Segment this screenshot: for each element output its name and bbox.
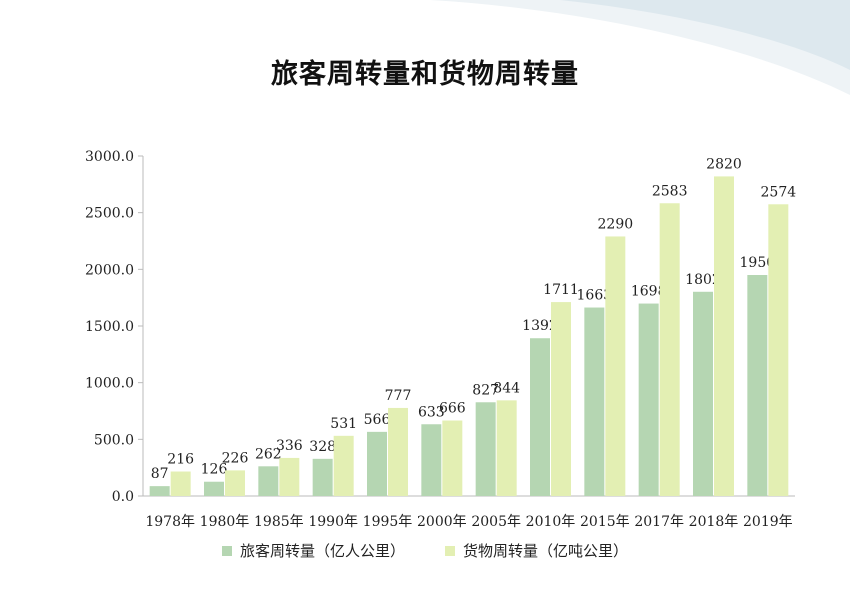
bar-passenger: [693, 291, 713, 496]
legend-item-freight: 货物周转量（亿吨公里）: [445, 540, 628, 561]
y-tick-label: 2000.0: [85, 262, 134, 278]
bar-freight: [659, 203, 680, 496]
x-tick-label: 2005年: [471, 514, 521, 530]
bar-passenger: [149, 486, 170, 496]
data-label-freight: 777: [385, 388, 412, 404]
bar-freight: [225, 470, 245, 496]
bar-passenger: [530, 338, 550, 496]
data-label-passenger: 1392: [522, 318, 558, 334]
x-tick-label: 2019年: [743, 514, 793, 530]
legend-item-passenger: 旅客周转量（亿人公里）: [221, 540, 405, 561]
legend-swatch-freight: [445, 545, 455, 556]
bar-passenger: [475, 402, 496, 496]
x-tick-label: 1985年: [254, 514, 304, 530]
data-label-freight: 666: [439, 401, 466, 417]
data-label-passenger: 633: [418, 404, 445, 420]
data-label-freight: 2574: [761, 184, 797, 200]
bar-passenger: [421, 424, 442, 496]
legend-label-freight: 货物周转量（亿吨公里）: [463, 542, 629, 560]
bar-freight: [170, 471, 191, 496]
data-label-freight: 844: [493, 380, 520, 396]
x-tick-label: 1978年: [145, 514, 195, 530]
x-tick-label: 2010年: [526, 514, 576, 530]
data-label-passenger: 1663: [577, 288, 613, 304]
x-tick-label: 1980年: [200, 514, 250, 530]
data-label-passenger: 126: [201, 462, 228, 478]
data-label-freight: 216: [167, 452, 194, 468]
data-label-passenger: 1802: [685, 272, 721, 288]
data-label-passenger: 328: [309, 439, 336, 455]
data-label-passenger: 87: [151, 466, 169, 482]
x-tick-label: 1995年: [363, 514, 413, 530]
bar-freight: [279, 457, 300, 496]
bar-freight: [605, 236, 626, 496]
y-tick-label: 1500.0: [85, 319, 134, 335]
bar-passenger: [258, 466, 279, 496]
chart-title: 旅客周转量和货物周转量: [271, 59, 579, 90]
x-tick-label: 2015年: [580, 514, 630, 530]
data-label-freight: 226: [222, 450, 249, 466]
bar-passenger: [312, 458, 333, 496]
legend: 旅客周转量（亿人公里） 货物周转量（亿吨公里）: [0, 540, 850, 561]
bar-freight: [768, 204, 789, 496]
data-label-freight: 1711: [543, 282, 579, 298]
y-tick-label: 3000.0: [85, 149, 134, 165]
bar-freight: [496, 400, 517, 496]
x-tick-label: 1990年: [308, 514, 358, 530]
bar-freight: [442, 420, 463, 496]
data-label-freight: 336: [276, 438, 303, 454]
data-label-passenger: 566: [364, 412, 391, 428]
x-tick-label: 2017年: [634, 514, 684, 530]
bar-freight: [714, 176, 734, 496]
y-tick-label: 1000.0: [85, 376, 134, 392]
data-label-freight: 2290: [598, 216, 634, 232]
legend-label-passenger: 旅客周转量（亿人公里）: [239, 542, 405, 560]
data-label-passenger: 1698: [631, 284, 667, 300]
bar-freight: [333, 435, 354, 496]
bar-passenger: [584, 307, 605, 496]
y-tick-label: 2500.0: [85, 206, 134, 222]
data-label-freight: 2820: [706, 156, 742, 172]
data-label-passenger: 1950: [740, 255, 776, 271]
bar-passenger: [204, 481, 224, 496]
x-tick-label: 2018年: [689, 514, 739, 530]
data-label-freight: 531: [330, 416, 357, 432]
bar-passenger: [747, 275, 768, 496]
data-label-freight: 2583: [652, 183, 688, 199]
y-tick-label: 500.0: [94, 432, 134, 448]
legend-swatch-passenger: [221, 545, 232, 556]
y-tick-label: 0.0: [112, 489, 134, 505]
bar-passenger: [638, 303, 659, 496]
bar-passenger: [367, 431, 387, 496]
x-tick-label: 2000年: [417, 514, 467, 530]
bar-freight: [551, 302, 571, 496]
bar-freight: [388, 407, 408, 496]
data-label-passenger: 262: [255, 446, 282, 462]
data-label-passenger: 827: [472, 382, 499, 398]
